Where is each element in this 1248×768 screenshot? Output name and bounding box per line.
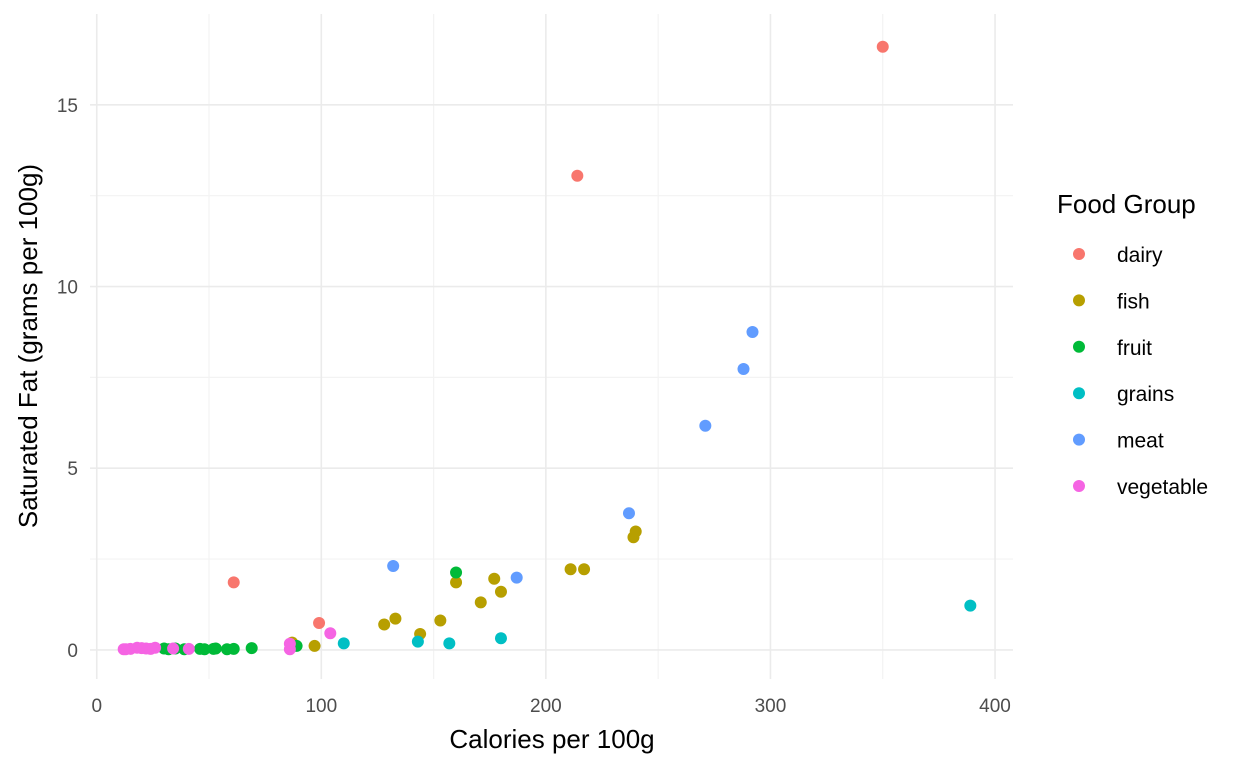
x-axis-ticks: 0 100 200 300 400 [91, 696, 1010, 717]
legend-key-fish [1073, 294, 1085, 307]
data-point-fruit [220, 643, 233, 656]
data-point-meat [737, 363, 750, 376]
data-point-dairy [227, 576, 240, 589]
data-point-grains [494, 632, 507, 645]
data-point-fish [564, 563, 577, 576]
x-tick-label: 200 [530, 696, 562, 717]
data-point-grains [337, 637, 350, 650]
x-tick-label: 400 [979, 696, 1011, 717]
data-point-vegetable [324, 627, 337, 640]
data-point-grains [411, 635, 424, 648]
x-tick-label: 0 [91, 696, 102, 717]
data-point-grains [964, 599, 977, 612]
legend-label-grains: grains [1117, 383, 1174, 406]
data-point-vegetable [117, 643, 130, 656]
y-tick-label: 0 [67, 641, 78, 662]
data-point-meat [622, 507, 635, 520]
y-axis-title: Saturated Fat (grams per 100g) [13, 164, 43, 528]
data-point-fish [378, 618, 391, 631]
data-point-fish [488, 572, 501, 585]
data-point-fish [627, 531, 640, 544]
legend-key-vegetable [1073, 480, 1085, 492]
data-point-dairy [571, 169, 584, 182]
data-point-fish [434, 614, 447, 627]
data-point-grains [443, 637, 456, 650]
legend-label-fish: fish [1117, 290, 1150, 313]
legend-label-dairy: dairy [1117, 244, 1163, 267]
data-point-fruit [194, 642, 207, 655]
data-point-fish [308, 639, 321, 652]
data-point-fish [474, 596, 487, 609]
grid-lines [90, 14, 1013, 679]
x-tick-label: 300 [755, 696, 787, 717]
data-point-fish [389, 612, 402, 625]
data-point-meat [699, 419, 712, 432]
y-tick-label: 15 [57, 96, 78, 117]
data-points [117, 40, 977, 656]
legend-key-fruit [1073, 340, 1085, 353]
legend-label-vegetable: vegetable [1117, 476, 1208, 499]
data-point-meat [746, 325, 759, 338]
x-tick-label: 100 [305, 696, 337, 717]
data-point-meat [387, 559, 400, 572]
y-tick-label: 10 [57, 278, 78, 299]
legend-key-meat [1073, 433, 1085, 446]
data-point-meat [510, 571, 523, 584]
legend-label-meat: meat [1117, 430, 1164, 453]
data-point-vegetable [182, 642, 195, 655]
y-axis-ticks: 0 5 10 15 [57, 96, 78, 662]
legend-title: Food Group [1057, 189, 1196, 219]
data-point-fish [578, 563, 591, 576]
legend-label-fruit: fruit [1117, 337, 1152, 360]
data-point-vegetable [283, 643, 296, 656]
data-point-dairy [876, 40, 889, 53]
x-axis-title: Calories per 100g [449, 724, 654, 754]
legend-key-dairy [1073, 248, 1085, 260]
data-point-fish [450, 576, 463, 589]
data-point-fruit [245, 642, 258, 655]
data-point-fish [494, 585, 507, 598]
data-point-fruit [450, 566, 463, 579]
data-point-fruit [207, 642, 220, 655]
data-point-fruit [158, 642, 171, 655]
legend: Food Group dairy fish fruit grains meat veget… [1057, 189, 1208, 499]
y-tick-label: 5 [67, 459, 78, 480]
data-point-vegetable [167, 642, 180, 655]
data-point-dairy [313, 617, 326, 630]
legend-key-grains [1073, 387, 1085, 400]
